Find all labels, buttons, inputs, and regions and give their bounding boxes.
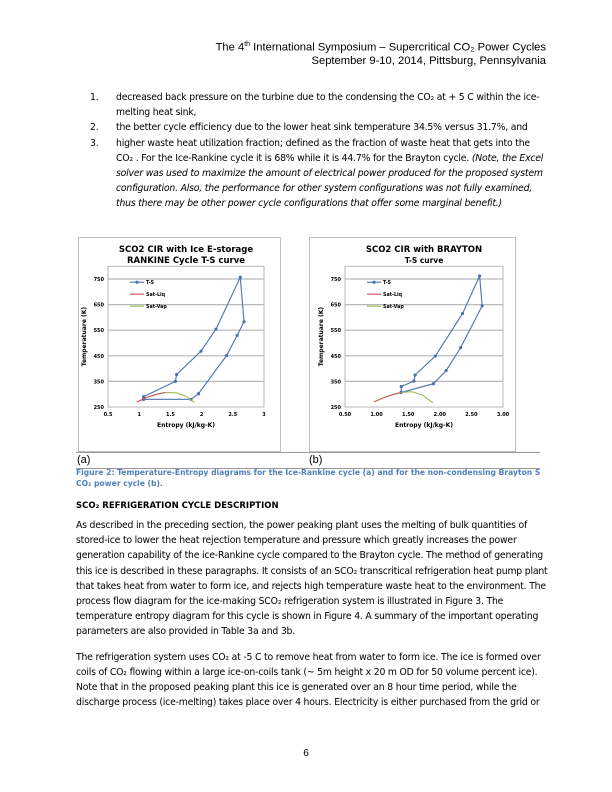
- x-tick-label: 2.5: [228, 412, 237, 418]
- data-point: [478, 274, 482, 278]
- legend-label: T-S: [146, 280, 155, 286]
- x-tick-label: 1.5: [166, 412, 175, 418]
- data-point: [433, 354, 437, 358]
- data-point: [196, 392, 201, 396]
- x-tick-label: 2: [200, 412, 204, 418]
- data-point: [175, 372, 179, 377]
- numbered-list: 1. decreased back pressure on the turbine…: [90, 90, 546, 212]
- data-point: [173, 379, 177, 383]
- y-tick-label: 550: [94, 328, 105, 334]
- chart-brayton-ts: SCO2 CIR with BRAYTON T-S curve 250 350 450 5…: [309, 237, 516, 452]
- y-tick-label: 650: [94, 303, 105, 309]
- series-line-sat-liq: [373, 391, 402, 403]
- series-line-sat-vap: [165, 391, 195, 403]
- y-tick-label: 450: [331, 354, 342, 360]
- plot-area: [107, 265, 265, 408]
- y-tick-label: 750: [331, 277, 342, 283]
- y-tick-label: 450: [94, 354, 105, 360]
- list-item: 1. decreased back pressure on the turbine…: [90, 90, 546, 120]
- data-point: [399, 384, 403, 389]
- paragraph: The refrigeration system uses CO₂ at -5 …: [76, 651, 541, 709]
- list-text: higher waste heat utilization fraction; …: [116, 137, 530, 164]
- x-tick-label: 1.00: [370, 412, 383, 418]
- list-item: 2. the better cycle efficiency due to the…: [90, 120, 546, 135]
- legend-label: Sat-Liq: [146, 292, 166, 298]
- x-axis-label: Entropy (kJ/kg-K): [157, 422, 215, 429]
- x-tick-label: 1: [137, 412, 141, 418]
- data-point: [235, 333, 239, 337]
- list-text: decreased back pressure on the turbine d…: [116, 92, 540, 119]
- chart-rankine-ts: SCO2 CIR with Ice E-storage RANKINE Cycle…: [78, 237, 281, 452]
- y-tick-label: 650: [331, 303, 342, 309]
- data-point: [413, 373, 417, 377]
- x-tick-label: 3: [262, 412, 266, 418]
- legend-label: Sat-Liq: [383, 292, 403, 298]
- header-line1-rest: International Symposium – Supercritical …: [250, 41, 546, 54]
- y-tick-label: 250: [331, 405, 342, 411]
- list-item: 3. higher waste heat utilization fraction…: [90, 136, 546, 212]
- x-tick-label: 1.50: [402, 412, 415, 418]
- section-body: SCO₂ REFRIGERATION CYCLE DESCRIPTION As …: [76, 500, 548, 710]
- panel-label-b: (b): [309, 454, 323, 466]
- x-tick-label: 0.50: [339, 412, 352, 418]
- panel-label-a: (a): [77, 454, 91, 466]
- data-point: [224, 353, 229, 358]
- data-point: [242, 320, 246, 324]
- chart-title: RANKINE Cycle T-S curve: [127, 256, 245, 266]
- legend-marker: [372, 280, 376, 284]
- x-tick-label: 2.00: [434, 412, 447, 418]
- data-point: [460, 311, 465, 316]
- data-point: [199, 349, 203, 353]
- y-tick-label: 750: [94, 277, 105, 283]
- list-note: (Note, the Excel solver was used to maxi…: [116, 152, 544, 210]
- series-line-sat-liq: [136, 391, 166, 403]
- data-point: [141, 395, 146, 399]
- list-number: 1.: [90, 92, 99, 103]
- y-tick-label: 250: [94, 405, 105, 411]
- chart-title: SCO2 CIR with BRAYTON: [366, 245, 482, 255]
- header-sup: th: [244, 41, 251, 48]
- y-tick-label: 350: [94, 379, 105, 385]
- chart-title: T-S curve: [405, 256, 444, 265]
- list-number: 3.: [90, 137, 99, 149]
- y-tick-label: 550: [331, 328, 342, 334]
- data-point: [214, 327, 218, 331]
- series-line-t-s: [400, 273, 483, 393]
- data-point: [238, 275, 242, 279]
- y-axis-label: Temperatuare (K): [81, 307, 88, 367]
- data-point: [412, 379, 416, 383]
- legend-label: Sat-Vap: [383, 304, 404, 310]
- series-line-sat-vap: [401, 391, 434, 404]
- paragraph: As described in the preceding section, t…: [76, 520, 548, 638]
- y-tick-label: 350: [331, 379, 342, 385]
- chart-title: SCO2 CIR with Ice E-storage: [119, 245, 253, 255]
- x-tick-label: 0.5: [104, 412, 113, 418]
- data-point: [459, 346, 463, 350]
- y-axis-label: Temperatuare (K): [318, 307, 325, 367]
- data-point: [444, 369, 448, 373]
- list-number: 2.: [90, 122, 99, 134]
- data-point: [399, 390, 403, 395]
- header-line1: The 4: [215, 41, 245, 54]
- x-axis-label: Entropy (kJ/kg-K): [395, 422, 453, 429]
- data-point: [480, 304, 484, 308]
- plot-area: [344, 265, 504, 408]
- figure-caption: Figure 2: Temperature-Entropy diagrams f…: [76, 468, 541, 488]
- running-header: The 4th International Symposium – Superc…: [216, 38, 546, 68]
- legend-label: Sat-Vap: [146, 304, 167, 310]
- x-tick-label: 3.00: [497, 412, 510, 418]
- x-tick-label: 2.50: [465, 412, 478, 418]
- panel-label-row: (a) (b): [76, 452, 540, 469]
- page-number: 6: [303, 748, 309, 759]
- legend-marker: [135, 280, 139, 284]
- data-point: [431, 382, 436, 386]
- header-line2: September 9-10, 2014, Pittsburg, Pennsyl…: [311, 54, 546, 67]
- list-text: the better cycle efficiency due to the l…: [116, 122, 528, 134]
- section-heading: SCO₂ REFRIGERATION CYCLE DESCRIPTION: [76, 501, 279, 511]
- legend-label: T-S: [383, 280, 392, 286]
